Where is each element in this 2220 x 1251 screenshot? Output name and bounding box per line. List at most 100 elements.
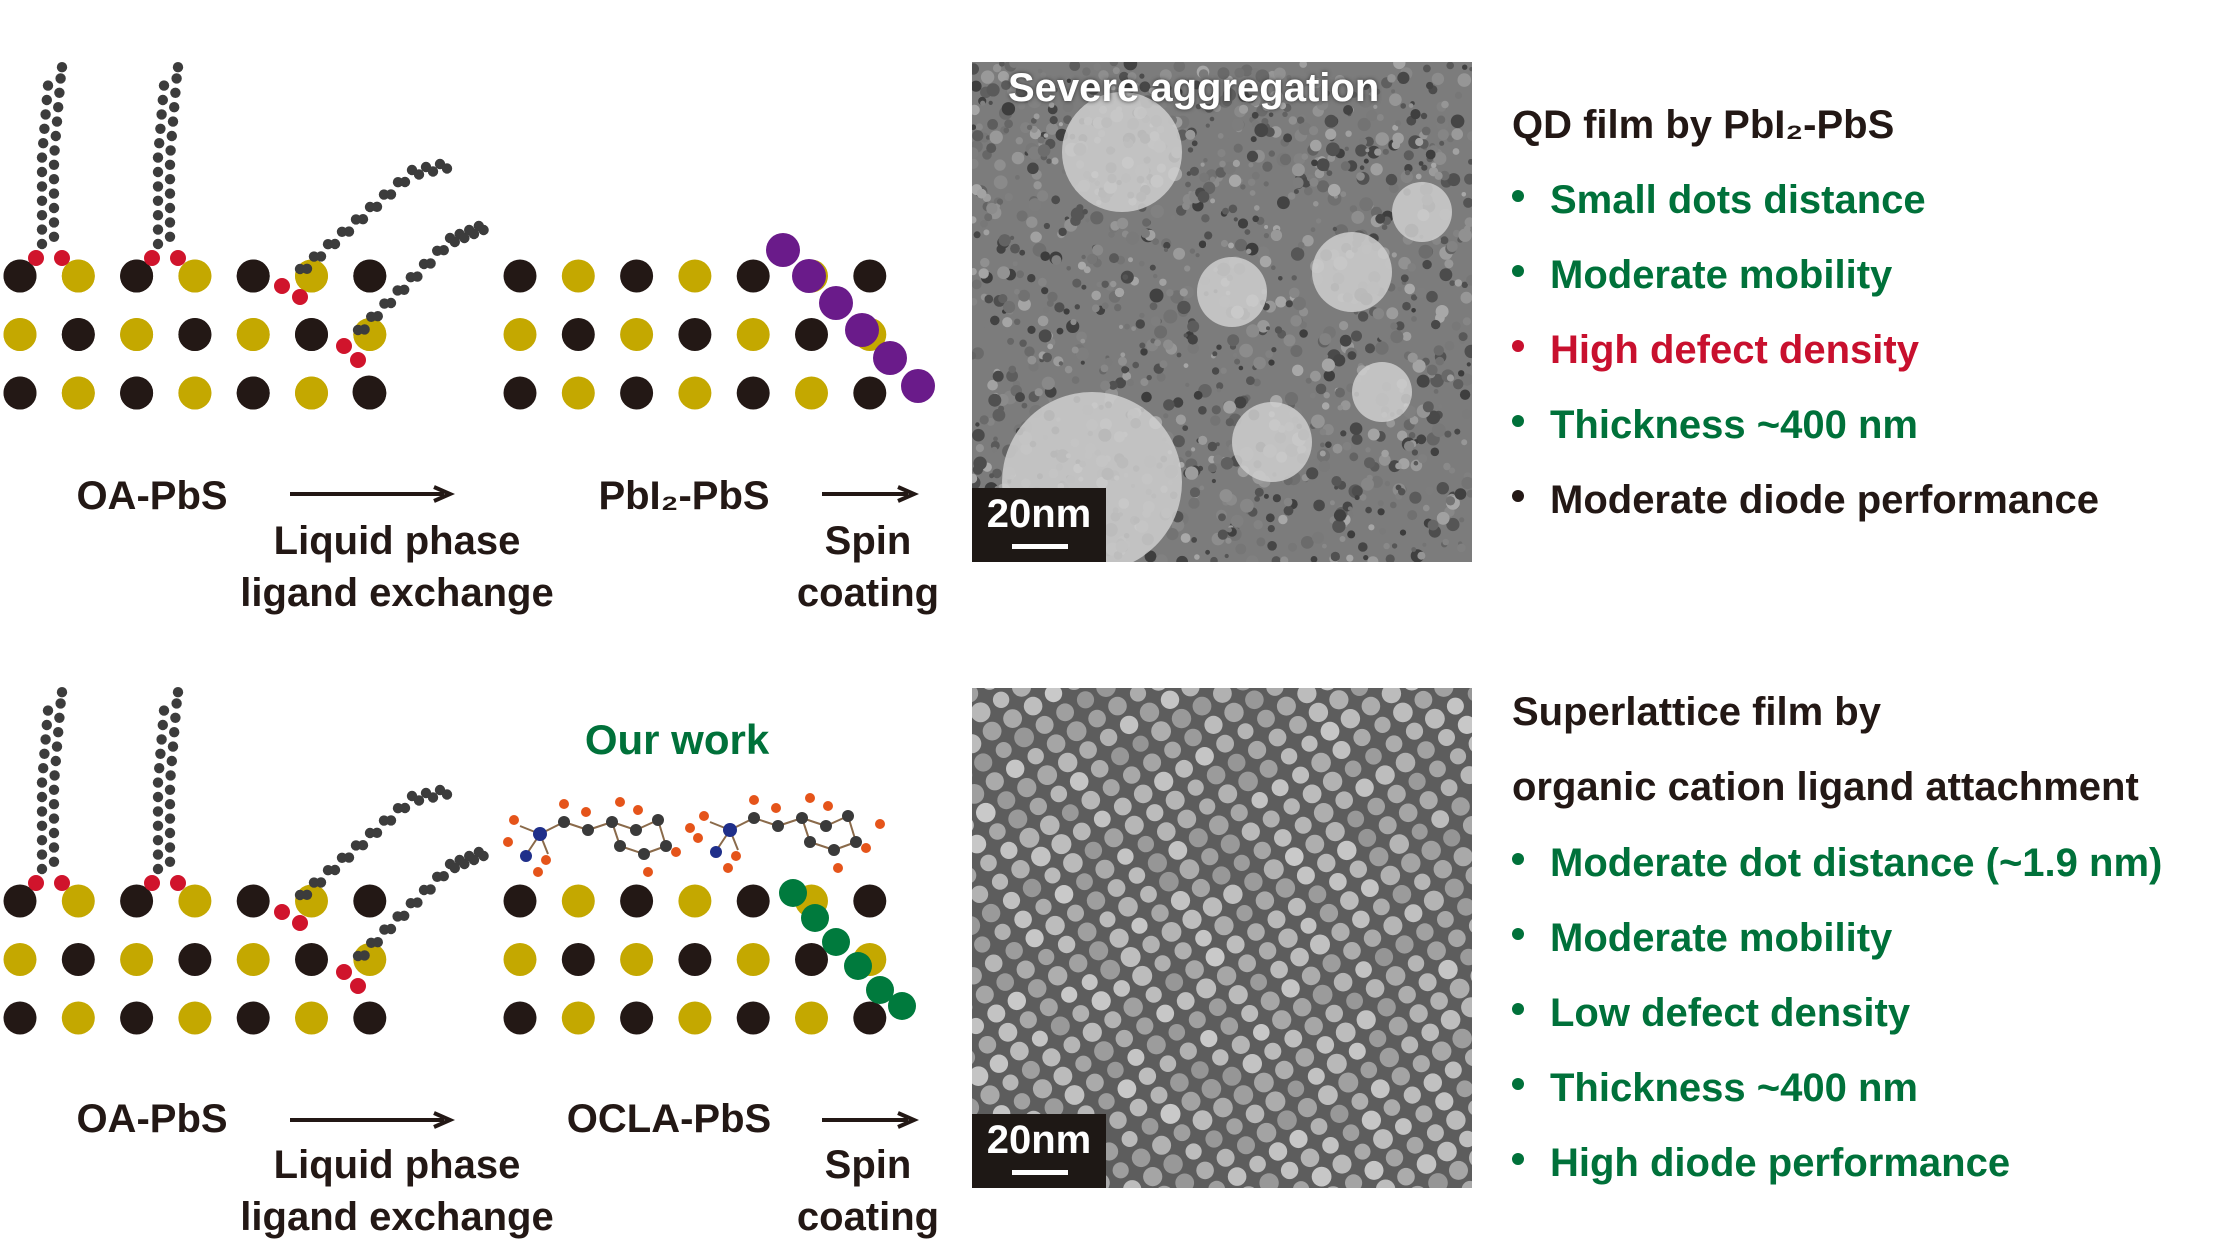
tem-speckle — [1166, 289, 1174, 297]
step1-line1-top: Liquid phase — [273, 519, 521, 563]
tem-speckle — [1420, 112, 1428, 120]
tem-superlattice-dot — [1460, 948, 1472, 966]
tem-speckle — [1001, 80, 1011, 90]
tem-speckle — [1211, 367, 1220, 375]
tem-speckle — [1027, 94, 1042, 109]
chain-atom — [155, 748, 166, 759]
tem-superlattice-dot — [1119, 715, 1139, 735]
s-atom — [503, 943, 537, 976]
tem-speckle — [1409, 491, 1422, 504]
chain-atom — [152, 195, 164, 206]
tem-speckle — [1220, 239, 1229, 248]
tem-speckle — [1457, 73, 1472, 87]
tem-speckle — [1152, 238, 1159, 246]
tem-speckle — [983, 229, 990, 236]
tem-speckle — [1397, 430, 1408, 441]
tem-speckle — [972, 147, 979, 159]
tem-superlattice-dot — [1373, 1129, 1393, 1149]
tem-speckle — [1426, 364, 1438, 376]
tem-superlattice-dot — [1013, 1093, 1031, 1110]
chain-atom — [154, 763, 165, 774]
tem-superlattice-dot — [1077, 922, 1097, 942]
tem-superlattice-dot — [1389, 834, 1409, 854]
chain-atom — [155, 123, 166, 134]
tem-superlattice-dot — [1404, 904, 1423, 923]
tem-superlattice-dot — [1254, 1072, 1274, 1093]
tem-speckle — [1127, 72, 1137, 81]
tem-speckle — [1297, 116, 1305, 124]
tem-speckle — [1184, 265, 1191, 272]
s-atom — [295, 376, 328, 410]
tem-speckle — [1287, 192, 1296, 200]
tem-superlattice-dot — [1312, 984, 1333, 1005]
tem-speckle — [1268, 112, 1274, 118]
tem-speckle — [1248, 94, 1256, 102]
tem-superlattice-dot — [1414, 873, 1431, 890]
tem-speckle — [1310, 227, 1316, 233]
tem-speckle — [1427, 519, 1439, 531]
s-atom — [561, 259, 595, 293]
tem-speckle — [1433, 152, 1447, 165]
tem-speckle — [1366, 110, 1378, 122]
tem-speckle — [1388, 183, 1399, 194]
film-title-top: QD film by PbI₂-PbS — [1512, 103, 1895, 147]
chain-atom — [39, 123, 50, 134]
tem-speckle — [1033, 181, 1042, 190]
tem-superlattice-dot — [1407, 955, 1425, 972]
tem-speckle — [1279, 102, 1287, 110]
tem-speckle — [972, 130, 984, 142]
tem-speckle — [1452, 148, 1460, 155]
chain-atom — [372, 937, 383, 948]
tem-speckle — [1421, 164, 1428, 171]
tem-superlattice-dot — [1340, 709, 1361, 729]
tem-speckle — [1321, 402, 1330, 410]
tem-speckle — [1126, 231, 1140, 245]
chain-atom — [152, 863, 164, 875]
tem-speckle — [1116, 217, 1129, 230]
step2-label-bottom: Spin coating — [797, 1139, 939, 1243]
tem-superlattice-dot — [1268, 728, 1287, 747]
tem-superlattice-dot — [1258, 942, 1277, 960]
tem-speckle — [1042, 306, 1050, 314]
tem-speckle — [986, 143, 997, 154]
tem-speckle — [1239, 343, 1253, 358]
chain-atom — [152, 224, 164, 235]
tem-speckle — [1468, 158, 1472, 165]
chain-atom — [438, 871, 449, 882]
tem-speckle — [1387, 74, 1396, 83]
tem-superlattice-dot — [1044, 688, 1063, 703]
tem-speckle — [1438, 404, 1443, 409]
tem-speckle — [1462, 64, 1468, 70]
hydrogen-atom — [559, 799, 569, 809]
tem-speckle — [1367, 556, 1379, 562]
tem-speckle — [1364, 457, 1375, 469]
tem-speckle — [1423, 504, 1430, 512]
tem-superlattice-dot — [1233, 854, 1250, 871]
tem-superlattice-dot — [1181, 688, 1200, 697]
tem-superlattice-dot — [1448, 929, 1466, 948]
tem-speckle — [972, 464, 983, 475]
tem-speckle — [1163, 413, 1169, 419]
hydrogen-atom — [685, 823, 695, 833]
tem-superlattice-dot — [1287, 897, 1306, 916]
pb-atom — [678, 943, 712, 976]
tem-superlattice-dot — [1278, 928, 1298, 948]
tem-speckle — [1037, 68, 1043, 74]
tem-speckle — [1319, 450, 1326, 457]
carbon-atom — [652, 814, 664, 826]
tem-speckle — [1040, 251, 1050, 261]
tem-speckle — [1077, 261, 1087, 270]
chain-atom — [427, 166, 439, 177]
tem-superlattice-dot — [1330, 1104, 1349, 1123]
tem-superlattice-dot — [1230, 804, 1248, 822]
tem-speckle — [1228, 204, 1238, 214]
cation-ligand-atom — [779, 879, 807, 907]
tem-speckle — [972, 268, 977, 276]
tem-speckle — [1234, 358, 1241, 365]
tem-speckle — [1302, 85, 1316, 99]
tem-superlattice-dot — [1351, 1093, 1369, 1110]
tem-superlattice-dot — [1383, 1099, 1401, 1116]
tem-speckle — [1357, 311, 1369, 322]
tem-speckle — [1283, 334, 1296, 347]
chain-atom — [372, 311, 383, 322]
